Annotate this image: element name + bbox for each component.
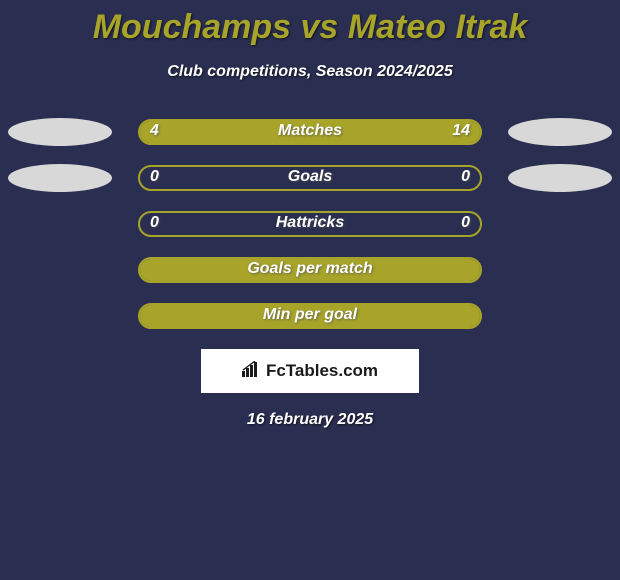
stat-row: 00Hattricks <box>0 211 620 237</box>
stat-bar: 414Matches <box>138 119 482 145</box>
page-subtitle: Club competitions, Season 2024/2025 <box>0 63 620 81</box>
stat-label: Hattricks <box>140 214 480 232</box>
brand-label: FcTables.com <box>242 361 378 382</box>
brand-text: FcTables.com <box>266 361 378 381</box>
chart-bars-icon <box>242 361 262 382</box>
stat-label: Min per goal <box>140 306 480 324</box>
stat-bar: Min per goal <box>138 303 482 329</box>
page-date: 16 february 2025 <box>0 411 620 429</box>
page-title: Mouchamps vs Mateo Itrak <box>0 0 620 47</box>
player-right-oval <box>508 164 612 192</box>
stat-bar: 00Hattricks <box>138 211 482 237</box>
stat-rows-container: 414Matches 00Goals 00Hattricks Goals per ma… <box>0 119 620 329</box>
stat-row: 00Goals <box>0 165 620 191</box>
player-right-oval <box>508 118 612 146</box>
stat-row: 414Matches <box>0 119 620 145</box>
player-left-oval <box>8 118 112 146</box>
player-left-oval <box>8 164 112 192</box>
stat-row: Goals per match <box>0 257 620 283</box>
stat-row: Min per goal <box>0 303 620 329</box>
brand-box: FcTables.com <box>201 349 419 393</box>
stat-bar: Goals per match <box>138 257 482 283</box>
stat-label: Goals <box>140 168 480 186</box>
stat-label: Matches <box>140 122 480 140</box>
stat-label: Goals per match <box>140 260 480 278</box>
stat-bar: 00Goals <box>138 165 482 191</box>
